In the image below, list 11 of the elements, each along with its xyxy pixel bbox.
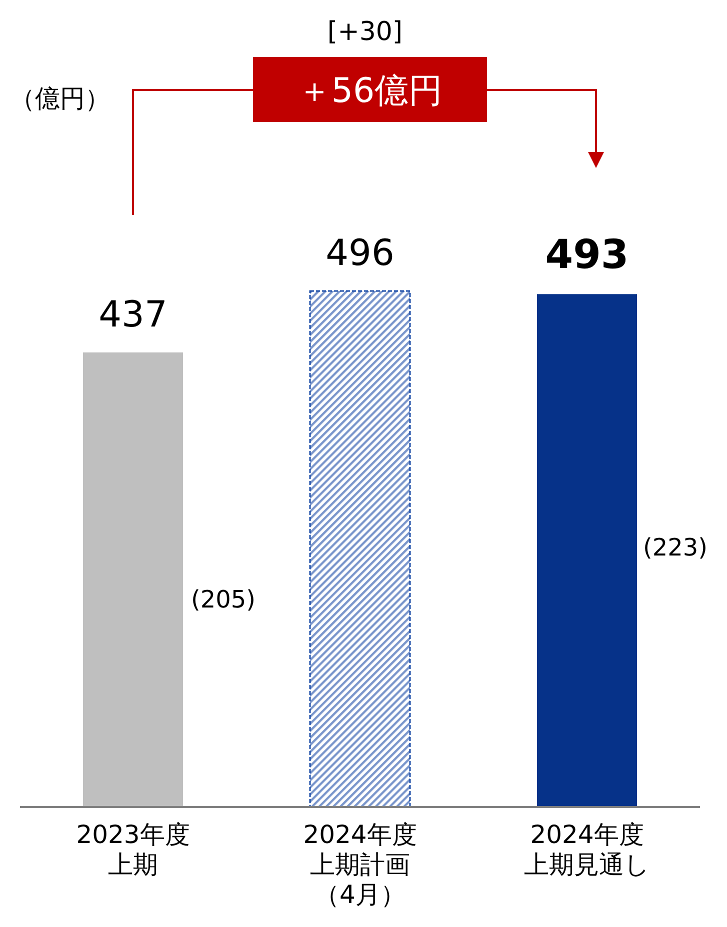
x-tick-label: 2024年度上期見通し: [523, 820, 651, 880]
data-label: 437: [98, 294, 168, 336]
text: [+30]: [327, 17, 403, 47]
annotation: (223): [643, 534, 708, 562]
text: ＋56億円: [297, 71, 443, 111]
data-label: 493: [545, 232, 629, 278]
x-tick-label: 2023年度上期: [75, 820, 191, 880]
text: （億円）: [10, 84, 110, 113]
x-tick-label: 2024年度上期計画（4月）: [302, 820, 418, 910]
annotation: (205): [191, 586, 256, 614]
data-label: 496: [326, 233, 394, 274]
